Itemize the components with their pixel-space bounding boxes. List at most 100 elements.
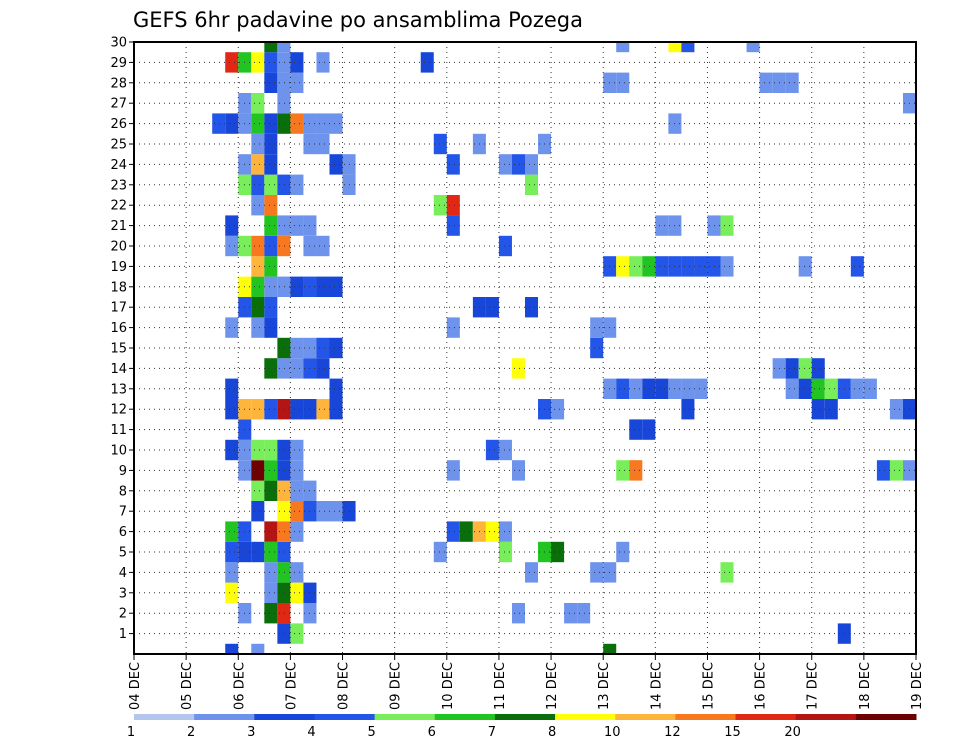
x-tick-label: 04 DEC <box>128 662 143 710</box>
precip-cell <box>798 358 812 379</box>
precip-cell <box>225 439 239 461</box>
precip-cell <box>264 235 278 257</box>
x-tick-label: 09 DEC <box>389 662 404 710</box>
y-tick-label: 6 <box>119 525 127 540</box>
precip-cell <box>277 582 291 603</box>
precip-cell <box>290 439 304 461</box>
precip-cell <box>264 154 278 175</box>
precip-cell <box>251 276 265 297</box>
precip-cell <box>525 174 539 195</box>
precip-cell <box>251 256 265 277</box>
x-axis: 04 DEC 05 DEC 06 DEC 07 DEC 08 DEC 09 DEC 10 D… <box>128 654 925 710</box>
precip-cell <box>277 276 291 297</box>
y-tick-label: 10 <box>110 444 127 459</box>
y-axis: 1234567891011121314151617181920212223242… <box>110 36 134 642</box>
y-tick-label: 5 <box>119 546 127 561</box>
precip-cell <box>681 256 695 277</box>
precip-cell <box>642 419 656 440</box>
y-tick-label: 17 <box>110 301 127 316</box>
precip-cell <box>316 501 330 522</box>
precip-cell <box>798 256 812 277</box>
precip-cell <box>329 378 343 399</box>
precip-cell <box>225 399 239 420</box>
precip-cell <box>290 562 304 583</box>
colorbar-swatch <box>795 714 857 720</box>
precip-cell <box>316 337 330 359</box>
x-tick-label: 16 DEC <box>754 662 769 710</box>
precip-cell <box>577 603 591 624</box>
x-tick-label: 05 DEC <box>180 662 195 710</box>
precip-cell <box>264 72 278 93</box>
colorbar-tick-label: 3 <box>247 725 255 740</box>
y-tick-label: 15 <box>110 342 127 357</box>
precip-cell <box>720 562 734 583</box>
y-tick-label: 13 <box>110 382 127 397</box>
precip-cell <box>225 113 239 134</box>
y-tick-label: 18 <box>110 280 127 295</box>
colorbar-swatch <box>434 714 496 720</box>
precip-cell <box>290 582 304 603</box>
precip-cell <box>251 480 265 501</box>
y-tick-label: 4 <box>119 566 127 581</box>
y-tick-label: 1 <box>119 627 127 642</box>
precip-cell <box>264 297 278 318</box>
x-tick-label: 12 DEC <box>545 662 560 710</box>
precip-cell <box>264 256 278 277</box>
y-tick-label: 29 <box>110 56 127 71</box>
precip-cell <box>277 603 291 624</box>
precip-cell <box>629 419 643 440</box>
precip-cell <box>329 276 343 297</box>
precip-cell <box>251 235 265 257</box>
x-tick-label: 15 DEC <box>701 662 716 710</box>
precip-cell <box>316 52 330 73</box>
y-tick-label: 26 <box>110 117 127 132</box>
precip-cell <box>264 460 278 481</box>
colorbar-swatch <box>494 714 556 720</box>
precip-cell <box>655 215 669 236</box>
colorbar-swatch <box>374 714 436 720</box>
precip-cell <box>277 52 291 73</box>
precip-cell <box>863 378 877 399</box>
precip-cell <box>277 399 291 420</box>
precip-cell <box>746 42 760 53</box>
precip-cell <box>329 154 343 175</box>
precip-cell <box>316 276 330 297</box>
precip-cell <box>264 174 278 195</box>
precip-cell <box>251 174 265 195</box>
precip-cell <box>811 399 825 420</box>
precip-cell <box>264 562 278 583</box>
precip-cell <box>811 378 825 399</box>
precip-cell <box>511 358 525 379</box>
precip-cell <box>277 113 291 134</box>
precip-cell <box>446 460 460 481</box>
precip-cell <box>551 399 565 420</box>
precip-cell <box>616 42 630 53</box>
precip-cell <box>525 154 539 175</box>
precip-cell <box>277 93 291 114</box>
precip-cell <box>225 582 239 603</box>
x-tick-label: 19 DEC <box>910 662 925 710</box>
precip-cell <box>316 133 330 155</box>
precip-cell <box>264 582 278 603</box>
precip-cell <box>446 317 460 338</box>
precip-cell <box>225 215 239 236</box>
precip-cell <box>290 480 304 501</box>
precip-cell <box>277 72 291 93</box>
colorbar-swatch <box>735 714 797 720</box>
colorbar-swatch <box>254 714 315 720</box>
grid-layer <box>134 42 916 654</box>
precip-cell <box>642 256 656 277</box>
precip-cell <box>264 439 278 461</box>
precip-cell <box>290 276 304 297</box>
precip-cell <box>277 215 291 236</box>
precip-cell <box>446 215 460 236</box>
colorbar-tick-label: 1 <box>127 725 135 740</box>
y-tick-label: 28 <box>110 76 127 91</box>
precip-cell <box>446 195 460 216</box>
y-tick-label: 23 <box>110 178 127 193</box>
precip-cell <box>290 72 304 93</box>
precip-cell <box>277 235 291 257</box>
x-tick-label: 10 DEC <box>441 662 456 710</box>
precip-cell <box>264 113 278 134</box>
